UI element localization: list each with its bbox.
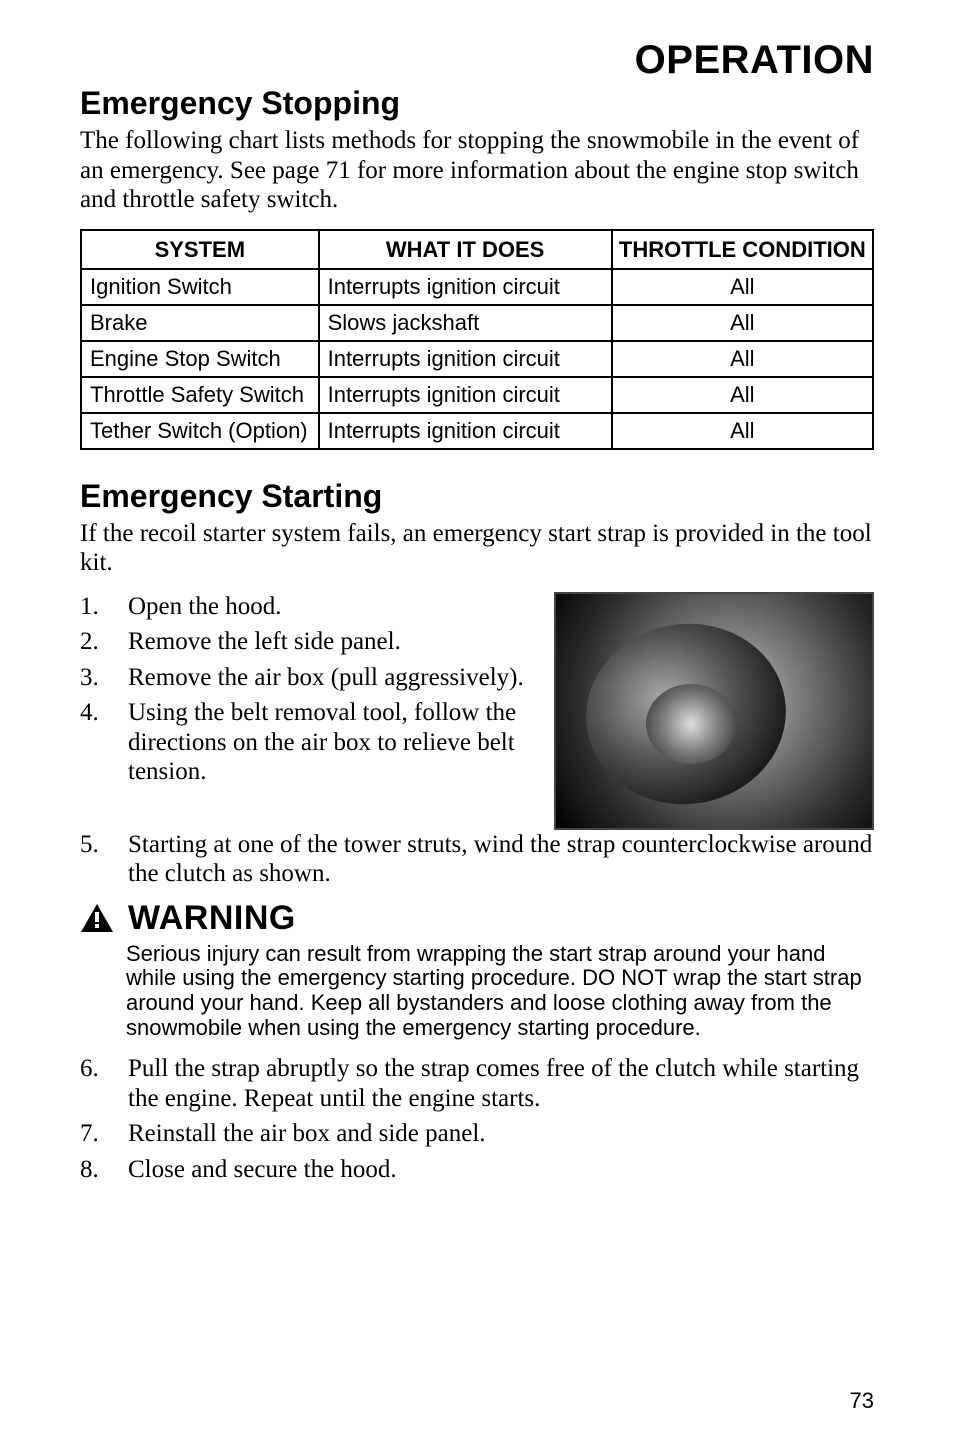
emergency-starting-intro: If the recoil starter system fails, an e… — [80, 519, 874, 578]
warning-label: WARNING — [128, 899, 296, 938]
list-item: Pull the strap abruptly so the strap com… — [80, 1054, 874, 1113]
table-cell: All — [612, 413, 873, 449]
table-cell: All — [612, 269, 873, 305]
section-heading-emergency-starting: Emergency Starting — [80, 478, 874, 515]
page-number: 73 — [850, 1388, 874, 1414]
table-cell: All — [612, 377, 873, 413]
table-cell: All — [612, 305, 873, 341]
starting-step-5-list: Starting at one of the tower struts, win… — [80, 830, 874, 889]
table-cell: Slows jackshaft — [319, 305, 612, 341]
warning-text: Serious injury can result from wrapping … — [126, 942, 874, 1041]
table-cell: Interrupts ignition circuit — [319, 269, 612, 305]
table-cell: Interrupts ignition circuit — [319, 413, 612, 449]
table-cell: Interrupts ignition circuit — [319, 341, 612, 377]
table-cell: Engine Stop Switch — [81, 341, 319, 377]
list-item: Reinstall the air box and side panel. — [80, 1119, 874, 1149]
table-cell: Brake — [81, 305, 319, 341]
list-item: Using the belt removal tool, follow the … — [80, 698, 536, 787]
warning-heading-row: WARNING — [80, 899, 874, 938]
table-cell: Tether Switch (Option) — [81, 413, 319, 449]
table-header-what-it-does: WHAT IT DOES — [319, 230, 612, 269]
section-heading-emergency-stopping: Emergency Stopping — [80, 85, 874, 122]
list-item: Starting at one of the tower struts, win… — [80, 830, 874, 889]
emergency-stopping-intro: The following chart lists methods for st… — [80, 126, 874, 215]
clutch-photo — [554, 592, 874, 830]
table-header-throttle-condition: THROTTLE CONDITION — [612, 230, 873, 269]
table-cell: All — [612, 341, 873, 377]
table-cell: Ignition Switch — [81, 269, 319, 305]
list-item: Open the hood. — [80, 592, 536, 622]
page-title: OPERATION — [80, 38, 874, 83]
table-cell: Interrupts ignition circuit — [319, 377, 612, 413]
list-item: Close and secure the hood. — [80, 1155, 874, 1185]
table-cell: Throttle Safety Switch — [81, 377, 319, 413]
list-item: Remove the left side panel. — [80, 627, 536, 657]
table-row: Brake Slows jackshaft All — [81, 305, 873, 341]
warning-icon — [80, 903, 114, 933]
list-item: Remove the air box (pull aggressively). — [80, 663, 536, 693]
starting-steps-list-a: Open the hood. Remove the left side pane… — [80, 592, 536, 787]
emergency-stopping-table: SYSTEM WHAT IT DOES THROTTLE CONDITION I… — [80, 229, 874, 450]
table-header-system: SYSTEM — [81, 230, 319, 269]
starting-steps-list-b: Pull the strap abruptly so the strap com… — [80, 1054, 874, 1184]
table-row: Ignition Switch Interrupts ignition circ… — [81, 269, 873, 305]
table-row: Engine Stop Switch Interrupts ignition c… — [81, 341, 873, 377]
table-row: Throttle Safety Switch Interrupts igniti… — [81, 377, 873, 413]
table-row: Tether Switch (Option) Interrupts igniti… — [81, 413, 873, 449]
